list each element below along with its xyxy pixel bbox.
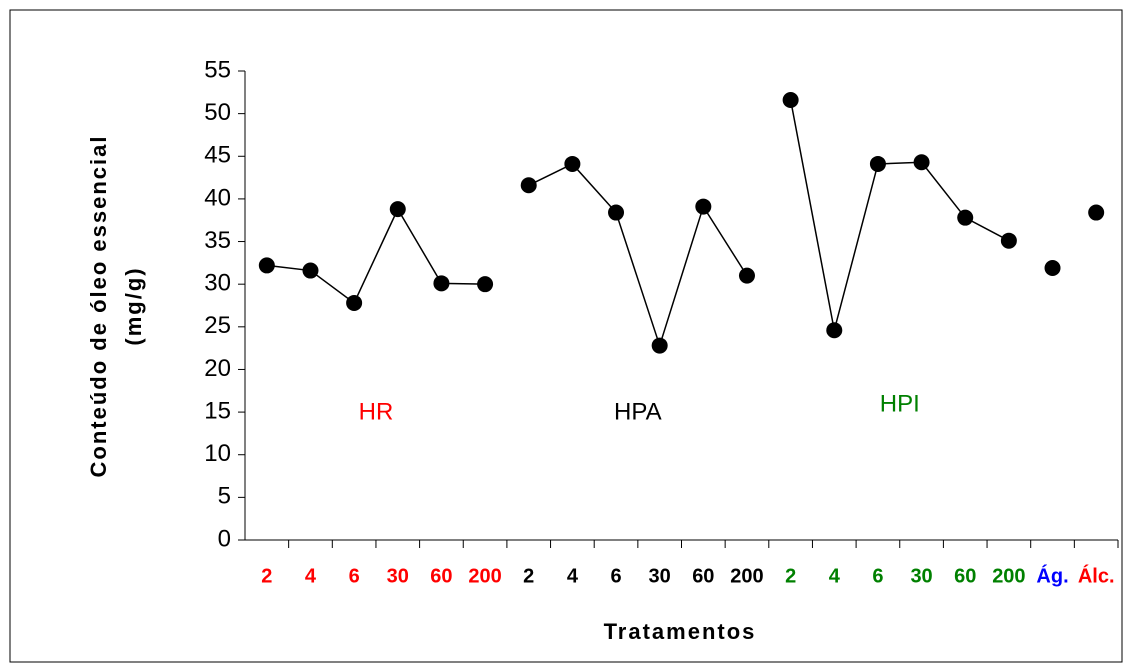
data-point (1044, 259, 1061, 276)
y-tick-label: 15 (204, 397, 231, 424)
data-point (826, 322, 843, 339)
x-tick-label: 30 (649, 565, 671, 587)
x-tick-label: 4 (829, 565, 841, 587)
y-axis-label: (mg/g) (121, 266, 146, 345)
data-point (1088, 204, 1105, 221)
chart-border (9, 9, 1123, 663)
data-point (346, 294, 363, 311)
data-point (782, 91, 799, 108)
series-line (528, 163, 748, 349)
y-tick-label: 55 (204, 56, 231, 83)
x-tick-label: 30 (910, 565, 932, 587)
data-point (738, 267, 755, 284)
x-tick-label: 6 (872, 565, 883, 587)
group-annotation: HR (359, 398, 394, 425)
x-tick-label: 200 (992, 565, 1025, 587)
x-tick-label: 4 (567, 565, 579, 587)
y-tick-label: 30 (204, 270, 231, 297)
y-tick-label: 0 (218, 525, 231, 552)
x-tick-label: 2 (523, 565, 534, 587)
x-tick-label: 60 (430, 565, 452, 587)
group-annotation: HPA (614, 398, 662, 425)
data-point (695, 198, 712, 215)
y-tick-label: 5 (218, 483, 231, 510)
data-point (957, 209, 974, 226)
data-point (433, 275, 450, 292)
y-tick-label: 10 (204, 440, 231, 467)
data-point (913, 154, 930, 171)
data-point (258, 257, 275, 274)
series-line (789, 99, 1010, 331)
x-tick-label: 6 (349, 565, 360, 587)
y-axis-label: Conteúdo de óleo essencial (86, 135, 111, 478)
x-tick-label: 60 (692, 565, 714, 587)
x-tick-label: 6 (610, 565, 621, 587)
series-line (266, 207, 486, 305)
data-point (869, 155, 886, 172)
data-point (1000, 232, 1017, 249)
group-annotation: HPI (880, 390, 920, 417)
data-point (608, 204, 625, 221)
x-tick-label: 4 (305, 565, 317, 587)
data-point (389, 201, 406, 218)
x-tick-label: 200 (468, 565, 501, 587)
y-tick-label: 20 (204, 355, 231, 382)
y-tick-label: 50 (204, 99, 231, 126)
y-tick-label: 25 (204, 312, 231, 339)
data-point (302, 262, 319, 279)
data-point (477, 276, 494, 293)
x-tick-label: 30 (387, 565, 409, 587)
x-tick-label: 200 (730, 565, 763, 587)
x-tick-label: Álc. (1078, 564, 1115, 587)
x-tick-label: 60 (954, 565, 976, 587)
y-tick-label: 40 (204, 184, 231, 211)
data-point (564, 155, 581, 172)
data-point (520, 177, 537, 194)
x-axis-label: Tratamentos (604, 619, 757, 644)
x-tick-label: 2 (785, 565, 796, 587)
data-point (651, 337, 668, 354)
x-tick-label: Ág. (1036, 564, 1068, 587)
x-tick-label: 2 (261, 565, 272, 587)
y-tick-label: 45 (204, 142, 231, 169)
y-tick-label: 35 (204, 227, 231, 254)
